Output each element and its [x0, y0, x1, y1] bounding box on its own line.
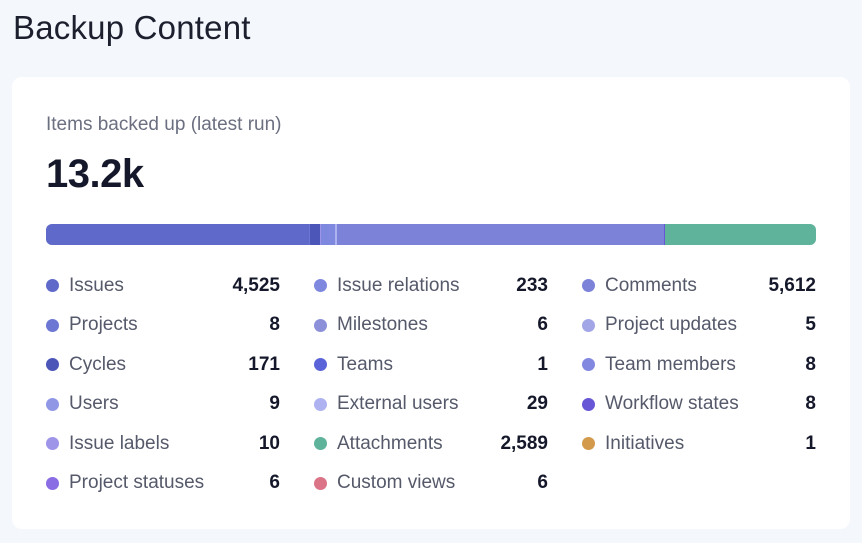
legend-item-milestones: Milestones 6: [314, 306, 548, 346]
legend-value: 171: [248, 353, 280, 375]
backup-content-card: Items backed up (latest run) 13.2k Issue…: [12, 77, 850, 529]
legend-item-workflow-states: Workflow states 8: [582, 385, 816, 425]
legend-label: Project statuses: [69, 472, 205, 494]
legend-label: Comments: [605, 274, 697, 296]
legend-value: 4,525: [232, 274, 280, 296]
legend-dot-team-members: [582, 358, 595, 372]
legend-label: Workflow states: [605, 393, 739, 415]
legend-dot-users: [46, 397, 59, 411]
legend-dot-issues: [46, 279, 59, 293]
legend-value: 1: [537, 353, 548, 375]
legend-label: Projects: [69, 314, 138, 336]
legend-item-comments: Comments 5,612: [582, 266, 816, 306]
bar-segment-issue-labels: [320, 224, 321, 245]
bar-segment-attachments: [665, 224, 816, 245]
bar-segment-cycles: [309, 224, 320, 245]
legend-value: 8: [805, 393, 816, 415]
legend-label: Attachments: [337, 432, 443, 454]
legend-label: Issue labels: [69, 432, 170, 454]
legend-item-issue-relations: Issue relations 233: [314, 266, 548, 306]
legend-item-external-users: External users 29: [314, 385, 548, 425]
legend-value: 1: [805, 432, 816, 454]
bar-segment-issue-relations: [321, 224, 335, 245]
legend-value: 6: [269, 472, 280, 494]
legend-label: Issue relations: [337, 274, 460, 296]
legend-dot-cycles: [46, 358, 59, 372]
legend-value: 9: [269, 393, 280, 415]
legend-value: 233: [516, 274, 548, 296]
stacked-distribution-bar: [46, 224, 816, 245]
legend-value: 8: [805, 353, 816, 375]
legend-dot-project-updates: [582, 318, 595, 332]
legend-value: 6: [537, 472, 548, 494]
legend-item-team-members: Team members 8: [582, 345, 816, 385]
legend-value: 5: [805, 314, 816, 336]
items-backed-up-total: 13.2k: [46, 152, 144, 196]
legend-label: Team members: [605, 353, 736, 375]
legend-item-cycles: Cycles 171: [46, 345, 280, 385]
legend-dot-milestones: [314, 318, 327, 332]
legend-dot-issue-relations: [314, 279, 327, 293]
legend-dot-workflow-states: [582, 397, 595, 411]
legend-label: Cycles: [69, 353, 127, 375]
legend-dot-external-users: [314, 397, 327, 411]
legend-label: Teams: [337, 353, 393, 375]
legend-dot-initiatives: [582, 437, 595, 451]
legend-item-initiatives: Initiatives 1: [582, 424, 816, 464]
legend-label: Issues: [69, 274, 124, 296]
legend-item-project-statuses: Project statuses 6: [46, 464, 280, 504]
legend-dot-projects: [46, 318, 59, 332]
legend-label: Project updates: [605, 314, 738, 336]
bar-segment-users: [319, 224, 321, 245]
legend-empty-cell: [582, 464, 816, 504]
legend-value: 6: [537, 314, 548, 336]
item-legend: Issues 4,525 Issue relations 233 Comments 5,6…: [46, 266, 816, 503]
legend-item-projects: Projects 8: [46, 306, 280, 346]
legend-value: 29: [526, 393, 548, 415]
bar-segment-issues: [46, 224, 310, 245]
legend-item-attachments: Attachments 2,589: [314, 424, 548, 464]
items-backed-up-label: Items backed up (latest run): [46, 114, 282, 135]
legend-value: 2,589: [500, 432, 548, 454]
legend-dot-issue-labels: [46, 437, 59, 451]
legend-label: Milestones: [337, 314, 428, 336]
legend-dot-project-statuses: [46, 476, 59, 490]
legend-label: External users: [337, 393, 459, 415]
legend-item-teams: Teams 1: [314, 345, 548, 385]
bar-segment-comments: [336, 224, 664, 245]
legend-value: 8: [269, 314, 280, 336]
legend-label: Users: [69, 393, 119, 415]
page-title: Backup Content: [13, 9, 251, 46]
legend-value: 10: [258, 432, 280, 454]
bar-segment-external-users: [335, 224, 337, 245]
legend-item-issues: Issues 4,525: [46, 266, 280, 306]
legend-dot-teams: [314, 358, 327, 372]
legend-item-project-updates: Project updates 5: [582, 306, 816, 346]
legend-dot-custom-views: [314, 476, 327, 490]
legend-dot-comments: [582, 279, 595, 293]
legend-item-issue-labels: Issue labels 10: [46, 424, 280, 464]
legend-item-users: Users 9: [46, 385, 280, 425]
legend-item-custom-views: Custom views 6: [314, 464, 548, 504]
legend-label: Initiatives: [605, 432, 685, 454]
legend-value: 5,612: [768, 274, 816, 296]
legend-dot-attachments: [314, 437, 327, 451]
legend-label: Custom views: [337, 472, 456, 494]
